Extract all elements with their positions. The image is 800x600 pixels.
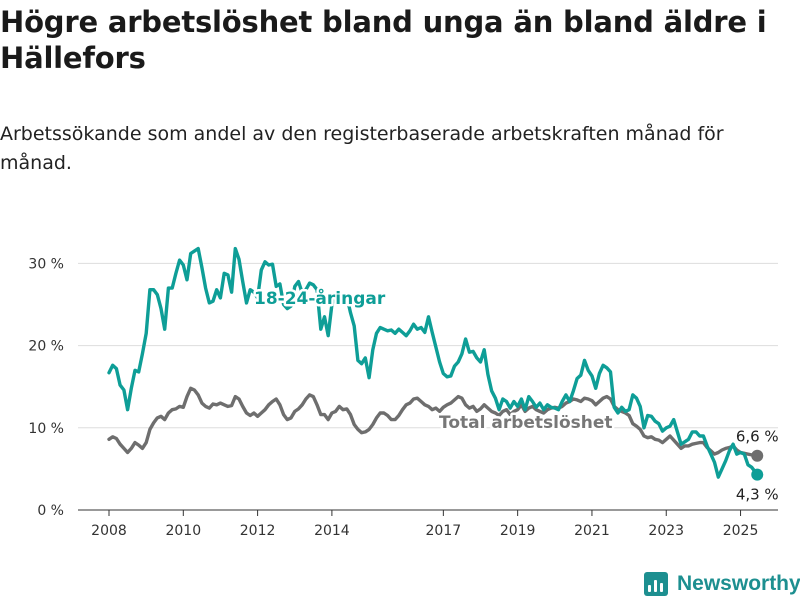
x-tick-label: 2010 — [165, 523, 201, 539]
series-line-total — [107, 386, 759, 458]
newsworthy-logo: Newsworthy — [644, 569, 800, 599]
x-tick-label: 2021 — [574, 523, 610, 539]
series-label-total: Total arbetslöshet — [439, 413, 613, 433]
x-tick-label: 2023 — [648, 523, 684, 539]
chart-title: Högre arbetslöshet bland unga än bland ä… — [0, 5, 767, 75]
brand-name: Newsworthy — [677, 572, 800, 595]
y-tick-label: 10 % — [28, 421, 64, 437]
end-marker-youth — [751, 468, 764, 481]
series-label-youth: 18-24-åringar — [254, 287, 386, 309]
bar-chart-icon — [644, 572, 668, 596]
series-line-youth — [107, 246, 759, 479]
x-tick-label: 2019 — [500, 523, 536, 539]
x-tick-label: 2017 — [426, 523, 462, 539]
end-label-total: 6,6 % — [736, 428, 779, 446]
y-tick-label: 20 % — [28, 339, 64, 355]
x-tick-label: 2025 — [723, 523, 759, 539]
chart-subtitle: Arbetssökande som andel av den registerb… — [0, 123, 724, 174]
x-tick-label: 2014 — [314, 523, 350, 539]
y-tick-label: 30 % — [28, 256, 64, 272]
x-tick-label: 2012 — [240, 523, 276, 539]
y-tick-label: 0 % — [37, 503, 64, 519]
x-tick-label: 2008 — [91, 523, 127, 539]
end-label-youth: 4,3 % — [736, 486, 779, 504]
end-marker-total — [751, 449, 764, 462]
